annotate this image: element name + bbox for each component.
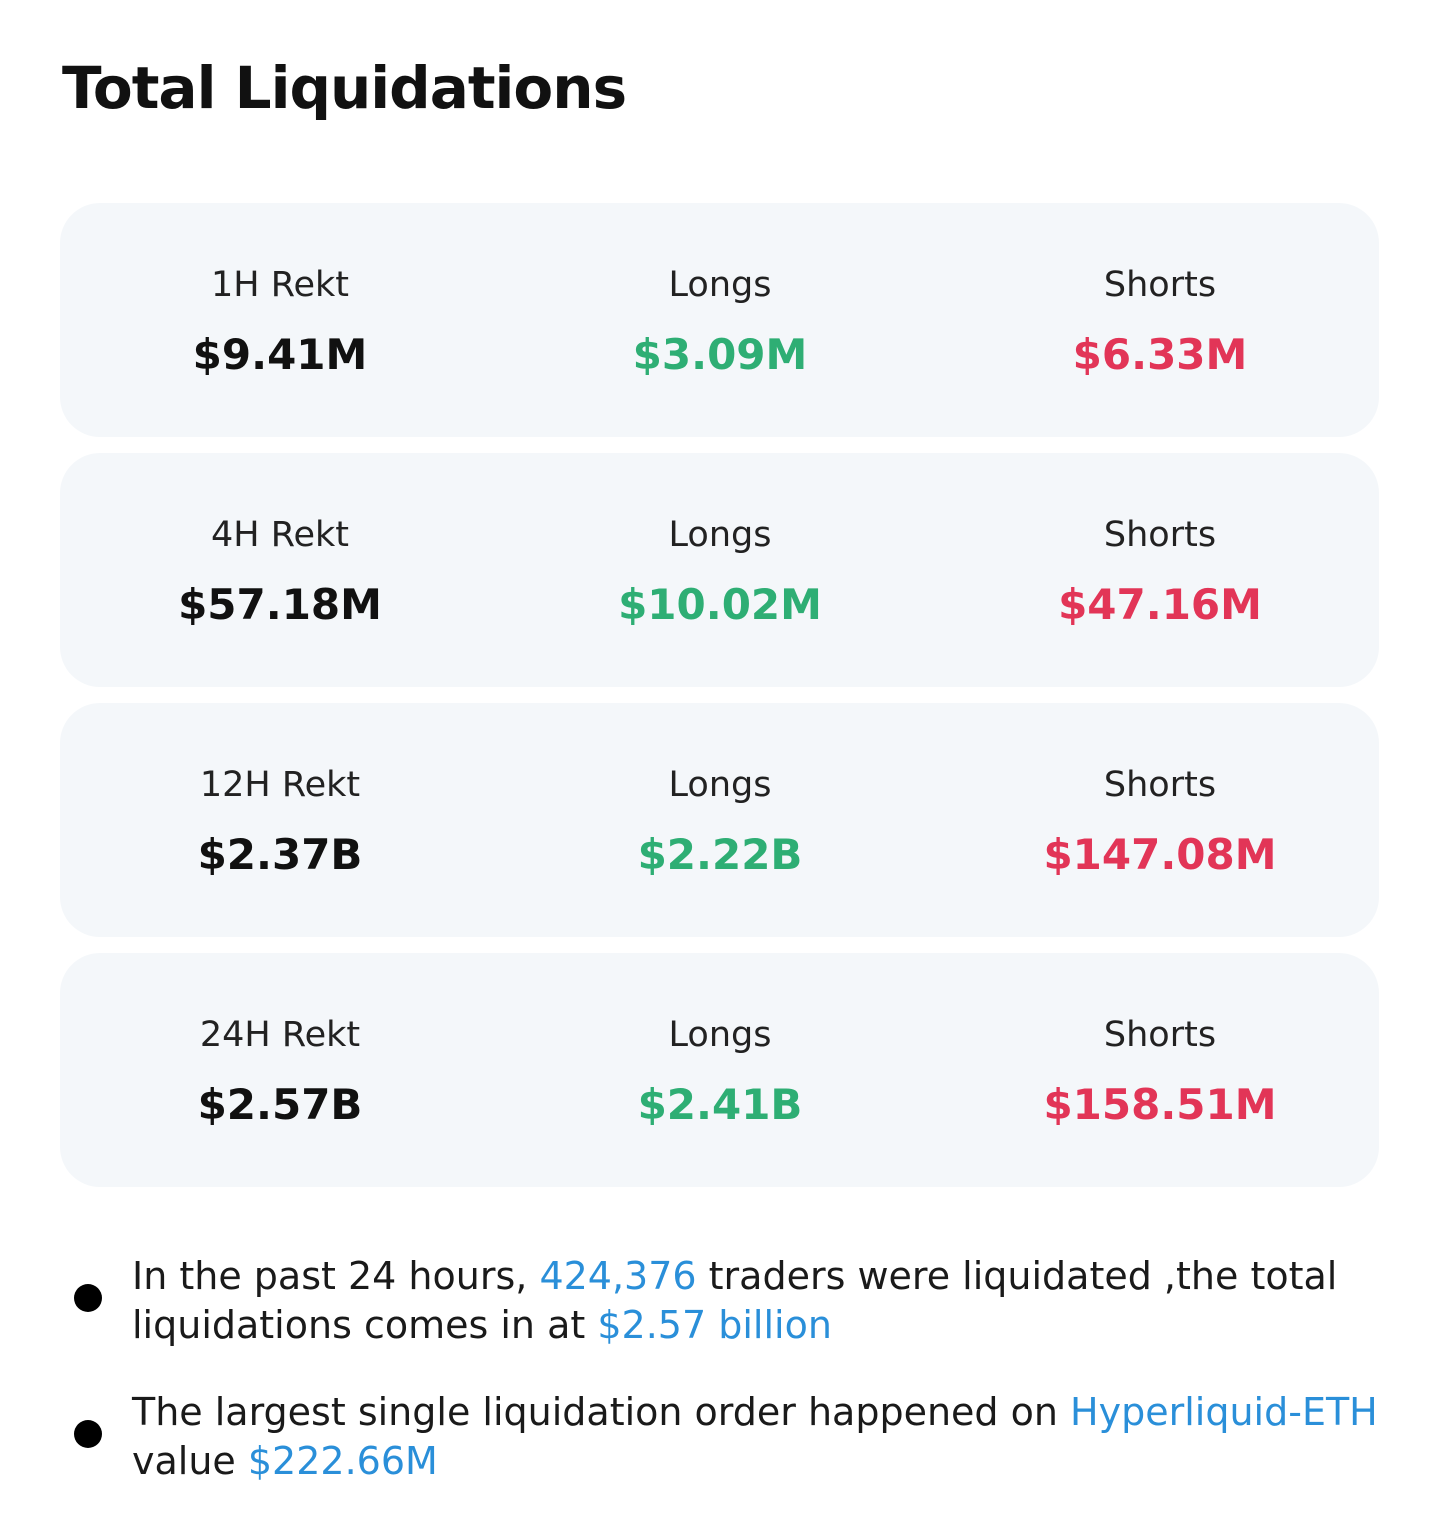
liquidation-card-24h: 24H Rekt $2.57B Longs $2.41B Shorts $158…: [60, 953, 1379, 1187]
shorts-label: Shorts: [1103, 515, 1217, 555]
longs-column: Longs $2.22B: [500, 703, 940, 937]
shorts-label: Shorts: [1103, 765, 1217, 805]
rekt-label: 4H Rekt: [211, 515, 349, 555]
longs-label: Longs: [668, 765, 772, 805]
shorts-value: $6.33M: [1072, 330, 1248, 379]
bullet-dot-icon: [74, 1284, 102, 1312]
shorts-label: Shorts: [1103, 1015, 1217, 1055]
summary-prefix: The largest single liquidation order hap…: [132, 1390, 1071, 1434]
shorts-column: Shorts $47.16M: [940, 453, 1380, 687]
page-title: Total Liquidations: [62, 54, 627, 122]
shorts-value: $158.51M: [1043, 1080, 1277, 1129]
summary-prefix: In the past 24 hours,: [132, 1254, 540, 1298]
shorts-column: Shorts $6.33M: [940, 203, 1380, 437]
liquidation-card-12h: 12H Rekt $2.37B Longs $2.22B Shorts $147…: [60, 703, 1379, 937]
summary-text: The largest single liquidation order hap…: [132, 1388, 1392, 1486]
bullet-dot-icon: [74, 1420, 102, 1448]
longs-label: Longs: [668, 515, 772, 555]
shorts-value: $147.08M: [1043, 830, 1277, 879]
liquidation-card-1h: 1H Rekt $9.41M Longs $3.09M Shorts $6.33…: [60, 203, 1379, 437]
summary-text: In the past 24 hours, 424,376 traders we…: [132, 1252, 1392, 1350]
traders-count-link[interactable]: 424,376: [539, 1254, 697, 1298]
liquidation-card-4h: 4H Rekt $57.18M Longs $10.02M Shorts $47…: [60, 453, 1379, 687]
pair-link[interactable]: Hyperliquid-ETH: [1070, 1390, 1378, 1434]
longs-column: Longs $3.09M: [500, 203, 940, 437]
rekt-column: 1H Rekt $9.41M: [60, 203, 500, 437]
rekt-value: $57.18M: [178, 580, 382, 629]
longs-label: Longs: [668, 265, 772, 305]
shorts-column: Shorts $147.08M: [940, 703, 1380, 937]
shorts-label: Shorts: [1103, 265, 1217, 305]
longs-value: $10.02M: [618, 580, 822, 629]
longs-column: Longs $10.02M: [500, 453, 940, 687]
rekt-label: 24H Rekt: [199, 1015, 361, 1055]
rekt-column: 24H Rekt $2.57B: [60, 953, 500, 1187]
longs-value: $3.09M: [632, 330, 808, 379]
rekt-column: 12H Rekt $2.37B: [60, 703, 500, 937]
largest-order-value-link[interactable]: $222.66M: [247, 1439, 438, 1483]
shorts-column: Shorts $158.51M: [940, 953, 1380, 1187]
rekt-label: 12H Rekt: [199, 765, 361, 805]
rekt-label: 1H Rekt: [211, 265, 349, 305]
longs-value: $2.41B: [637, 1080, 803, 1129]
longs-label: Longs: [668, 1015, 772, 1055]
longs-value: $2.22B: [637, 830, 803, 879]
rekt-column: 4H Rekt $57.18M: [60, 453, 500, 687]
longs-column: Longs $2.41B: [500, 953, 940, 1187]
rekt-value: $9.41M: [192, 330, 368, 379]
total-liquidations-link[interactable]: $2.57 billion: [597, 1303, 832, 1347]
shorts-value: $47.16M: [1058, 580, 1262, 629]
summary-middle: traders were liquidated ,the total liqui…: [132, 1254, 1338, 1347]
rekt-value: $2.37B: [197, 830, 363, 879]
rekt-value: $2.57B: [197, 1080, 363, 1129]
summary-middle: value: [132, 1439, 248, 1483]
